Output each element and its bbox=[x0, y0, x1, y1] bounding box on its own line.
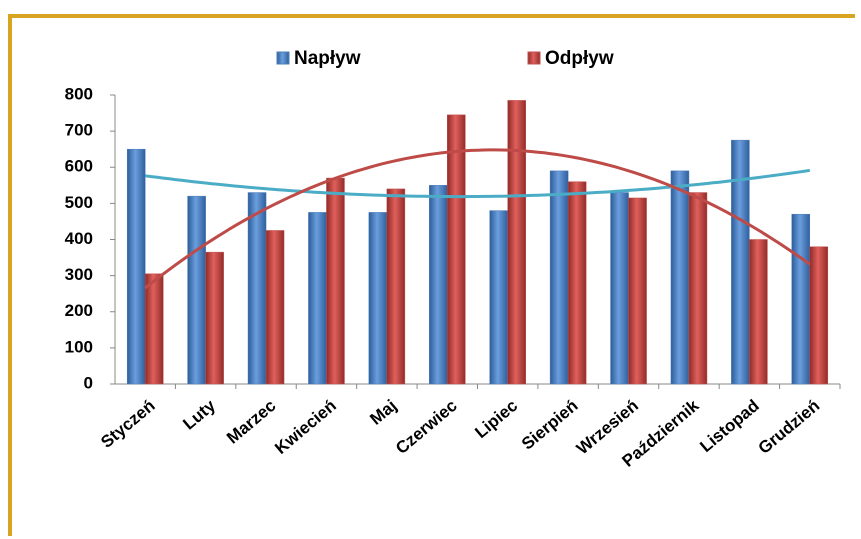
bar bbox=[549, 170, 569, 385]
bar bbox=[187, 195, 206, 385]
bar bbox=[447, 114, 466, 385]
bar bbox=[749, 239, 768, 385]
bar bbox=[628, 197, 647, 385]
bar bbox=[205, 251, 224, 385]
y-tick-label: 200 bbox=[65, 301, 93, 320]
legend-label: Napływ bbox=[294, 48, 361, 69]
bar bbox=[308, 212, 327, 385]
bar bbox=[809, 246, 829, 385]
bar bbox=[731, 139, 750, 385]
y-tick-label: 300 bbox=[65, 265, 93, 284]
bar bbox=[247, 192, 267, 385]
bar bbox=[144, 273, 164, 385]
bar bbox=[368, 212, 388, 385]
y-tick-label: 800 bbox=[65, 84, 93, 103]
trendline bbox=[145, 168, 811, 199]
y-tick-label: 0 bbox=[84, 373, 93, 392]
bar bbox=[429, 185, 448, 385]
bar bbox=[326, 177, 345, 385]
y-tick-label: 500 bbox=[65, 193, 93, 212]
y-tick-label: 600 bbox=[65, 157, 93, 176]
trendline bbox=[144, 148, 811, 290]
bar bbox=[265, 230, 285, 385]
legend-label: Odpływ bbox=[545, 48, 614, 69]
bar bbox=[670, 170, 690, 385]
frame bbox=[8, 14, 855, 536]
legend-swatch bbox=[527, 51, 541, 65]
bar bbox=[126, 148, 146, 385]
bar bbox=[567, 181, 587, 385]
bar bbox=[386, 188, 406, 385]
bar bbox=[610, 192, 629, 385]
legend-swatch bbox=[276, 51, 290, 65]
bar bbox=[489, 210, 508, 385]
bar bbox=[688, 192, 708, 385]
y-tick-label: 700 bbox=[65, 121, 93, 140]
bar bbox=[507, 100, 526, 385]
y-tick-label: 100 bbox=[65, 337, 93, 356]
y-tick-label: 400 bbox=[65, 229, 93, 248]
bar bbox=[791, 213, 811, 385]
